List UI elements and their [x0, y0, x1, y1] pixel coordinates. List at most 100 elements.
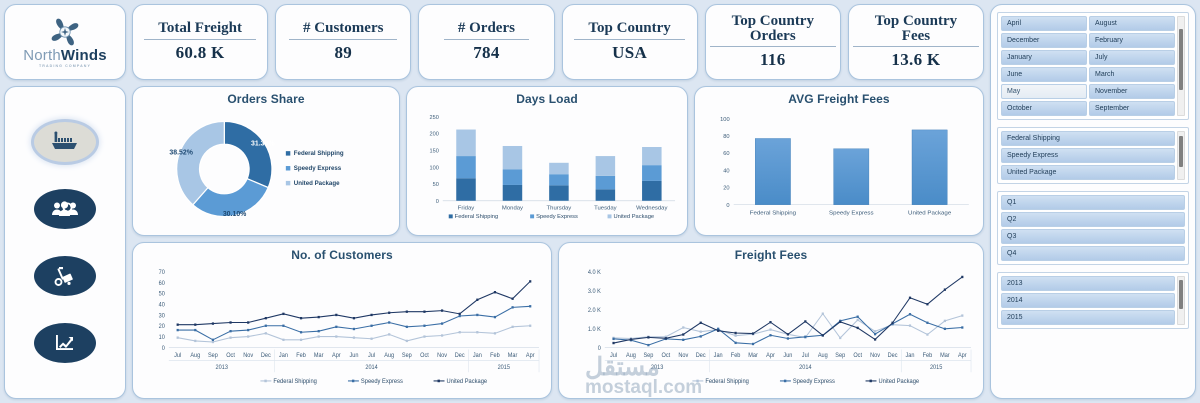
slicer-item[interactable]: 2014	[1001, 293, 1175, 308]
data-point[interactable]	[405, 325, 408, 329]
data-point[interactable]	[751, 332, 755, 335]
data-point[interactable]	[352, 316, 356, 320]
data-point[interactable]	[961, 326, 964, 329]
data-point[interactable]	[839, 320, 842, 324]
data-point[interactable]	[211, 340, 215, 344]
data-point[interactable]	[176, 336, 179, 339]
data-point[interactable]	[229, 321, 232, 324]
data-point[interactable]	[647, 336, 650, 339]
slicer-item[interactable]: September	[1089, 101, 1175, 116]
data-point[interactable]	[194, 328, 197, 332]
data-point[interactable]	[211, 322, 215, 325]
data-point[interactable]	[264, 332, 267, 335]
shipper-slicer[interactable]: Federal Shipping Speedy Express United Pac…	[997, 127, 1189, 184]
data-point[interactable]	[493, 291, 497, 294]
bar[interactable]	[833, 148, 870, 205]
data-point[interactable]	[874, 332, 877, 336]
data-point[interactable]	[529, 280, 532, 283]
data-point[interactable]	[493, 315, 497, 319]
slicer-item[interactable]: May	[1001, 84, 1087, 99]
data-point[interactable]	[856, 318, 859, 322]
data-point[interactable]	[874, 330, 877, 333]
bar-segment[interactable]	[549, 185, 569, 201]
data-point[interactable]	[612, 341, 615, 345]
data-point[interactable]	[352, 327, 356, 331]
orders-share-plot[interactable]: 31.38% 30.10% 38.52% Federal Shipping Speedy…	[139, 107, 393, 232]
data-point[interactable]	[264, 324, 267, 327]
slicer-item[interactable]: November	[1089, 84, 1175, 99]
data-point[interactable]	[388, 333, 391, 336]
scrollbar-thumb[interactable]	[1179, 28, 1183, 90]
data-point[interactable]	[961, 275, 964, 279]
data-point[interactable]	[943, 319, 946, 323]
data-point[interactable]	[423, 335, 426, 338]
data-point[interactable]	[769, 321, 772, 324]
slicer-item[interactable]: 2015	[1001, 310, 1175, 325]
bar-segment[interactable]	[456, 178, 476, 201]
data-point[interactable]	[734, 341, 737, 345]
data-point[interactable]	[440, 309, 444, 312]
data-point[interactable]	[717, 327, 720, 331]
data-point[interactable]	[335, 313, 338, 317]
bar-segment[interactable]	[502, 169, 523, 185]
data-point[interactable]	[926, 333, 929, 336]
data-point[interactable]	[370, 324, 373, 327]
data-point[interactable]	[647, 343, 650, 347]
data-point[interactable]	[282, 312, 285, 316]
data-point[interactable]	[804, 335, 807, 338]
nav-item-customers[interactable]	[34, 189, 96, 229]
data-point[interactable]	[440, 322, 444, 325]
slicer-item[interactable]: October	[1001, 101, 1087, 116]
data-point[interactable]	[458, 331, 461, 334]
bar-segment[interactable]	[502, 145, 523, 170]
data-point[interactable]	[682, 333, 685, 336]
bar-segment[interactable]	[642, 147, 662, 166]
bar-segment[interactable]	[456, 129, 476, 157]
data-point[interactable]	[299, 316, 303, 320]
data-point[interactable]	[699, 335, 702, 338]
slicer-item[interactable]: Q3	[1001, 229, 1185, 244]
slicer-item[interactable]: Q1	[1001, 195, 1185, 210]
bar-segment[interactable]	[595, 189, 616, 201]
slicer-item[interactable]: June	[1001, 67, 1087, 82]
data-point[interactable]	[908, 296, 912, 299]
data-point[interactable]	[229, 336, 232, 339]
slicer-item[interactable]: Speedy Express	[1001, 148, 1175, 163]
data-point[interactable]	[717, 329, 720, 332]
scrollbar-thumb[interactable]	[1179, 279, 1183, 309]
data-point[interactable]	[786, 333, 790, 336]
data-point[interactable]	[751, 342, 755, 346]
slicer-item[interactable]: Federal Shipping	[1001, 131, 1175, 146]
month-slicer-scrollbar[interactable]	[1177, 16, 1185, 116]
data-point[interactable]	[856, 315, 859, 318]
data-point[interactable]	[335, 325, 338, 329]
year-slicer-scrollbar[interactable]	[1177, 276, 1185, 325]
data-point[interactable]	[282, 338, 285, 342]
data-point[interactable]	[176, 323, 179, 326]
data-point[interactable]	[943, 327, 946, 331]
slicer-item[interactable]: United Package	[1001, 165, 1175, 180]
data-point[interactable]	[493, 332, 497, 335]
donut-slice[interactable]	[176, 120, 225, 206]
data-point[interactable]	[612, 337, 615, 341]
data-point[interactable]	[458, 314, 461, 318]
data-point[interactable]	[926, 303, 929, 306]
data-point[interactable]	[664, 337, 667, 340]
data-point[interactable]	[511, 297, 514, 300]
data-point[interactable]	[476, 331, 479, 334]
donut-slice[interactable]	[223, 120, 273, 189]
data-point[interactable]	[908, 313, 912, 316]
data-point[interactable]	[388, 311, 391, 314]
data-point[interactable]	[317, 315, 320, 319]
data-point[interactable]	[874, 338, 877, 341]
days-load-plot[interactable]: 0 50 100 150 200 250 Friday Monday Thursday Tuesd…	[413, 107, 681, 232]
bar-segment[interactable]	[595, 175, 616, 190]
data-point[interactable]	[247, 335, 250, 338]
data-point[interactable]	[247, 328, 250, 332]
bar-segment[interactable]	[549, 174, 569, 186]
data-point[interactable]	[476, 313, 479, 317]
bar-segment[interactable]	[456, 156, 476, 179]
slicer-item[interactable]: December	[1001, 33, 1087, 48]
data-point[interactable]	[769, 334, 772, 337]
data-point[interactable]	[926, 321, 929, 324]
